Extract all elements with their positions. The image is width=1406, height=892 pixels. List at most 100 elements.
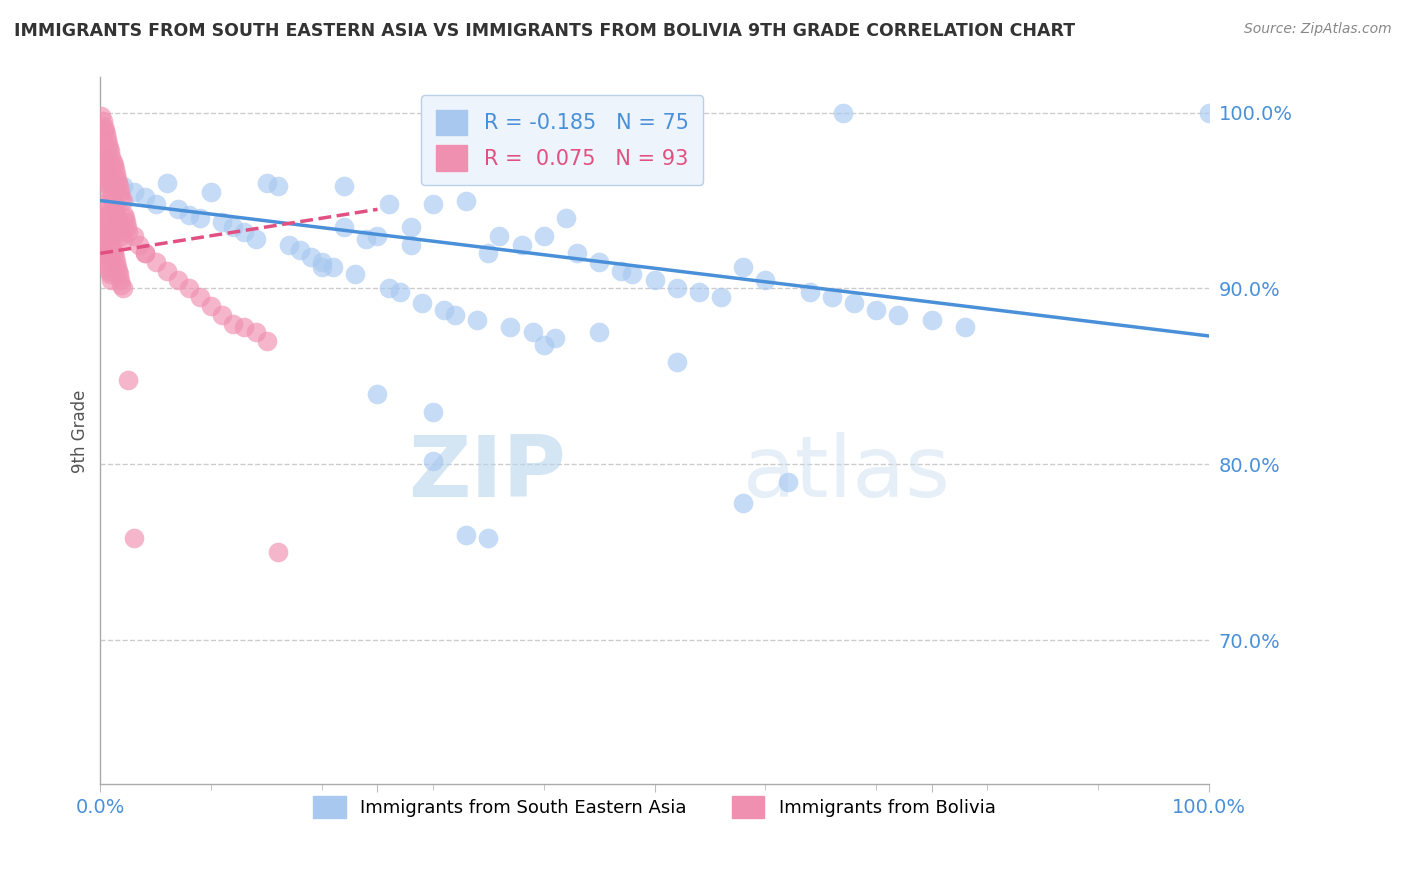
Point — [333, 219, 356, 234]
Point — [488, 228, 510, 243]
Point — [97, 137, 120, 152]
Point — [100, 237, 122, 252]
Point — [610, 264, 633, 278]
Text: Source: ZipAtlas.com: Source: ZipAtlas.com — [1244, 22, 1392, 37]
Point — [388, 285, 411, 299]
Point — [399, 219, 422, 234]
Point — [477, 531, 499, 545]
Point — [644, 273, 666, 287]
Point — [110, 185, 132, 199]
Point — [115, 219, 138, 234]
Point — [322, 260, 344, 275]
Point — [200, 299, 222, 313]
Point — [107, 214, 129, 228]
Point — [256, 176, 278, 190]
Point — [399, 237, 422, 252]
Point — [177, 281, 200, 295]
Point — [100, 150, 122, 164]
Point — [522, 326, 544, 340]
Point — [108, 268, 131, 282]
Point — [456, 527, 478, 541]
Point — [98, 141, 121, 155]
Point — [98, 145, 121, 159]
Point — [245, 232, 267, 246]
Point — [91, 237, 114, 252]
Point — [377, 281, 399, 295]
Point — [222, 317, 245, 331]
Point — [94, 214, 117, 228]
Point — [277, 237, 299, 252]
Point — [98, 264, 121, 278]
Point — [105, 172, 128, 186]
Point — [211, 308, 233, 322]
Point — [555, 211, 578, 226]
Point — [465, 313, 488, 327]
Point — [145, 197, 167, 211]
Point — [91, 114, 114, 128]
Point — [93, 158, 115, 172]
Point — [134, 246, 156, 260]
Point — [101, 194, 124, 208]
Point — [245, 326, 267, 340]
Point — [110, 273, 132, 287]
Point — [544, 331, 567, 345]
Point — [96, 172, 118, 186]
Point — [665, 355, 688, 369]
Legend: Immigrants from South Eastern Asia, Immigrants from Bolivia: Immigrants from South Eastern Asia, Immi… — [307, 789, 1002, 825]
Point — [97, 225, 120, 239]
Point — [356, 232, 378, 246]
Point — [100, 176, 122, 190]
Point — [233, 320, 256, 334]
Point — [96, 219, 118, 234]
Text: ZIP: ZIP — [408, 432, 567, 515]
Point — [233, 225, 256, 239]
Y-axis label: 9th Grade: 9th Grade — [72, 389, 89, 473]
Point — [188, 290, 211, 304]
Point — [122, 185, 145, 199]
Point — [588, 255, 610, 269]
Point — [499, 320, 522, 334]
Point — [103, 197, 125, 211]
Point — [94, 250, 117, 264]
Point — [733, 496, 755, 510]
Point — [104, 250, 127, 264]
Point — [104, 161, 127, 176]
Point — [98, 232, 121, 246]
Point — [115, 214, 138, 228]
Point — [145, 255, 167, 269]
Point — [91, 202, 114, 217]
Point — [156, 176, 179, 190]
Point — [104, 255, 127, 269]
Point — [117, 225, 139, 239]
Point — [433, 302, 456, 317]
Point — [122, 228, 145, 243]
Point — [588, 326, 610, 340]
Point — [444, 308, 467, 322]
Point — [97, 176, 120, 190]
Point — [865, 302, 887, 317]
Point — [134, 190, 156, 204]
Point — [366, 387, 388, 401]
Point — [90, 150, 112, 164]
Point — [832, 105, 855, 120]
Point — [422, 404, 444, 418]
Point — [167, 273, 190, 287]
Point — [108, 219, 131, 234]
Point — [665, 281, 688, 295]
Point — [377, 197, 399, 211]
Point — [105, 211, 128, 226]
Point — [621, 268, 644, 282]
Point — [821, 290, 844, 304]
Point — [110, 190, 132, 204]
Point — [94, 167, 117, 181]
Point — [107, 264, 129, 278]
Point — [108, 179, 131, 194]
Point — [96, 132, 118, 146]
Point — [211, 214, 233, 228]
Point — [110, 228, 132, 243]
Point — [366, 228, 388, 243]
Point — [510, 237, 533, 252]
Point — [411, 295, 433, 310]
Point — [94, 127, 117, 141]
Point — [101, 243, 124, 257]
